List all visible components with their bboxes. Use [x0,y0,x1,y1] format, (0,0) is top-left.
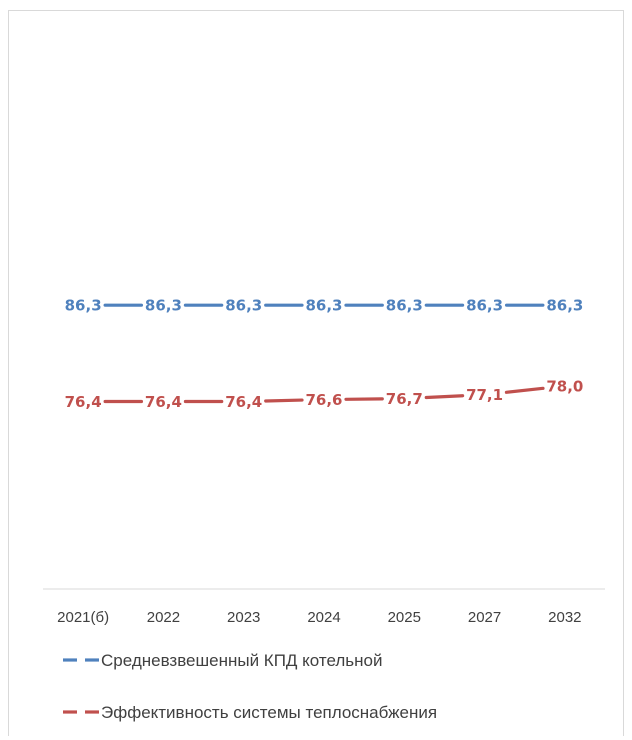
series-1-segment [424,394,465,400]
series-0-data-label: 86,3 [466,297,503,315]
x-tick-label: 2025 [388,609,421,626]
series-1-data-label: 76,6 [305,391,342,409]
series-0-data-label: 86,3 [305,297,342,315]
x-tick-label: 2021(б) [57,609,109,626]
series-1-data-label: 76,4 [145,393,182,411]
chart-frame: 2021(б) 2022 2023 2024 2025 2027 2032 86,3 86,3 8… [8,10,624,736]
series-1-data-label: 76,7 [386,390,423,408]
x-tick-label: 2032 [548,609,581,626]
series-1-segment [264,398,304,403]
series-1-segment [504,386,545,394]
line-chart: 2021(б) 2022 2023 2024 2025 2027 2032 86,3 86,3 8… [43,297,605,722]
x-tick-label: 2027 [468,609,501,626]
series-1-data-label: 78,0 [546,377,583,395]
series-0-data-label: 86,3 [386,297,423,315]
series-1-data-label: 76,4 [225,393,262,411]
series-1-data-label: 77,1 [466,386,503,404]
legend-1-label: Эффективность системы теплоснабжения [101,703,437,722]
x-tick-label: 2022 [147,609,180,626]
x-tick-label: 2024 [307,609,340,626]
series-1-data-label: 76,4 [65,393,102,411]
x-tick-label: 2023 [227,609,260,626]
series-0-data-label: 86,3 [546,297,583,315]
series-0-data-label: 86,3 [225,297,262,315]
series-0-data-label: 86,3 [65,297,102,315]
series-0-data-label: 86,3 [145,297,182,315]
legend-0-label: Средневзвешенный КПД котельной [101,651,382,670]
